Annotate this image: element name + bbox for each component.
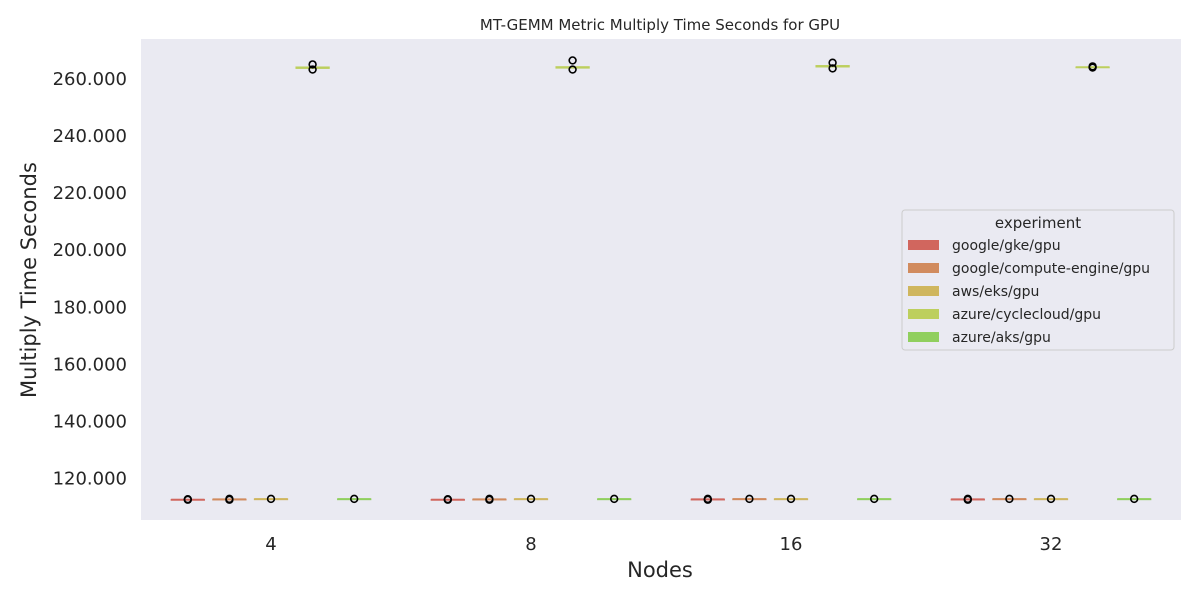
y-tick-label: 260.000: [53, 69, 127, 90]
legend: experiment google/gke/gpu google/compute-…: [901, 209, 1175, 351]
y-tick-label: 200.000: [53, 240, 127, 261]
outlier-point: [869, 494, 879, 504]
legend-label: azure/aks/gpu: [952, 330, 1051, 346]
box-series: [253, 494, 1069, 504]
outlier-point: [828, 64, 837, 73]
outlier-point: [568, 56, 577, 65]
box-series-group: [170, 56, 1152, 504]
legend-title: experiment: [995, 214, 1081, 232]
y-tick-label: 180.000: [53, 297, 127, 318]
legend-swatch: [908, 309, 939, 319]
outlier-point: [308, 65, 317, 74]
x-tick-label: 32: [1040, 534, 1063, 555]
box-series: [170, 494, 985, 504]
outlier-point: [609, 494, 619, 504]
outlier-point: [526, 494, 536, 504]
outlier-point: [1046, 494, 1056, 504]
y-axis-label: Multiply Time Seconds: [17, 162, 41, 398]
legend-label: google/compute-engine/gpu: [952, 261, 1150, 277]
outlier-point: [443, 494, 452, 504]
outlier-point: [308, 60, 317, 69]
x-tick-label: 4: [265, 534, 276, 555]
y-tick-label: 240.000: [53, 126, 127, 147]
legend-swatch: [908, 263, 939, 273]
outlier-point: [745, 494, 754, 504]
x-tick-label: 8: [525, 534, 536, 555]
outlier-point: [485, 494, 494, 504]
outlier-point: [350, 494, 359, 504]
legend-swatch: [908, 332, 939, 342]
x-tick-label: 16: [780, 534, 803, 555]
y-tick-label: 140.000: [53, 412, 127, 433]
outlier-point: [568, 65, 577, 74]
chart-title: MT-GEMM Metric Multiply Time Seconds for…: [480, 16, 840, 34]
y-tick-label: 160.000: [53, 354, 127, 375]
outlier-point: [1005, 494, 1014, 504]
outlier-point: [828, 58, 837, 67]
x-axis-label: Nodes: [627, 558, 693, 582]
outlier-point: [1129, 494, 1139, 504]
box-series: [295, 56, 1110, 74]
legend-swatch: [908, 286, 939, 296]
legend-frame: [901, 209, 1175, 351]
box-series: [212, 494, 1027, 504]
outlier-point: [183, 494, 193, 504]
outlier-point: [225, 494, 234, 504]
outlier-point: [963, 494, 972, 504]
y-tick-label: 220.000: [53, 183, 127, 204]
y-axis: 120.000 140.000 160.000 180.000 200.000 220.0…: [53, 69, 127, 490]
outlier-point: [266, 494, 276, 504]
legend-items: google/gke/gpu google/compute-engine/gpu a…: [908, 238, 1150, 346]
legend-label: azure/cyclecloud/gpu: [952, 307, 1101, 323]
legend-swatch: [908, 240, 939, 250]
x-axis: 4 8 16 32: [265, 534, 1062, 555]
box-series: [337, 494, 1152, 504]
y-tick-label: 120.000: [53, 469, 127, 490]
outlier-point: [786, 494, 796, 504]
outlier-point: [1088, 62, 1097, 71]
legend-label: aws/eks/gpu: [952, 284, 1039, 300]
legend-label: google/gke/gpu: [952, 238, 1061, 254]
outlier-point: [703, 494, 712, 504]
